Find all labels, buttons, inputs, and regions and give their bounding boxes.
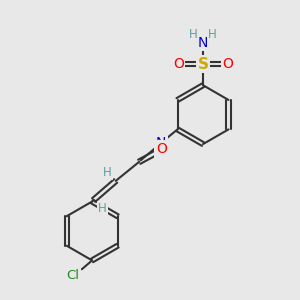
Text: H: H (103, 166, 112, 179)
Text: N: N (198, 36, 208, 50)
Text: Cl: Cl (67, 268, 80, 282)
Text: O: O (222, 57, 233, 71)
Text: H: H (154, 146, 163, 159)
Text: O: O (173, 57, 184, 71)
Text: S: S (197, 56, 208, 71)
Text: H: H (98, 202, 107, 215)
Text: H: H (208, 28, 217, 41)
Text: H: H (189, 28, 198, 41)
Text: N: N (156, 136, 166, 150)
Text: O: O (156, 142, 167, 155)
